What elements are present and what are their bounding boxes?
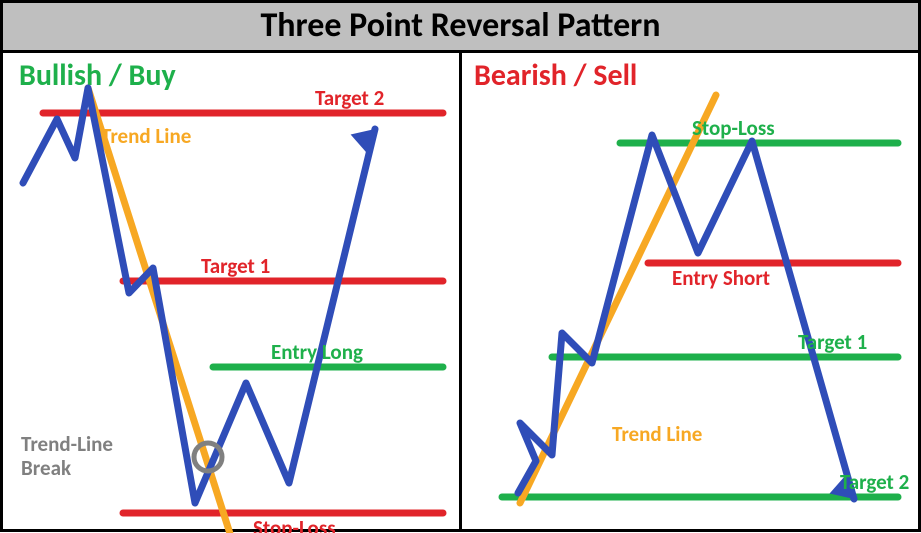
level-label: Target 2 bbox=[840, 469, 909, 495]
level-label: Stop-Loss bbox=[692, 115, 775, 141]
diagram-frame: Three Point Reversal Pattern Bullish / B… bbox=[0, 0, 921, 532]
annotation-label: Trend Line bbox=[612, 421, 702, 447]
annotation-label: Trend Line bbox=[101, 123, 191, 149]
level-label: Target 1 bbox=[798, 329, 867, 355]
annotation-label: Trend-Line bbox=[21, 431, 113, 457]
level-label: Entry Long bbox=[271, 339, 363, 365]
level-label: Stop-Loss bbox=[253, 515, 336, 533]
page-title: Three Point Reversal Pattern bbox=[3, 3, 918, 53]
level-label: Entry Short bbox=[672, 265, 770, 291]
panel-bullish: Bullish / Buy Target 2Target 1Entry Long… bbox=[3, 53, 462, 529]
bearish-chart: Stop-Loss Entry Short Target 1 Target 2 Tren… bbox=[462, 53, 918, 533]
panel-bearish: Bearish / Sell Stop-LossEntry ShortTarge… bbox=[462, 53, 918, 529]
level-label: Target 1 bbox=[201, 253, 270, 279]
annotation-label: Break bbox=[21, 455, 71, 481]
level-label: Target 2 bbox=[315, 85, 384, 111]
bullish-chart: Target 2 Target 1 Entry Long Stop-Loss Trend… bbox=[3, 53, 459, 533]
panels: Bullish / Buy Target 2Target 1Entry Long… bbox=[3, 53, 918, 529]
